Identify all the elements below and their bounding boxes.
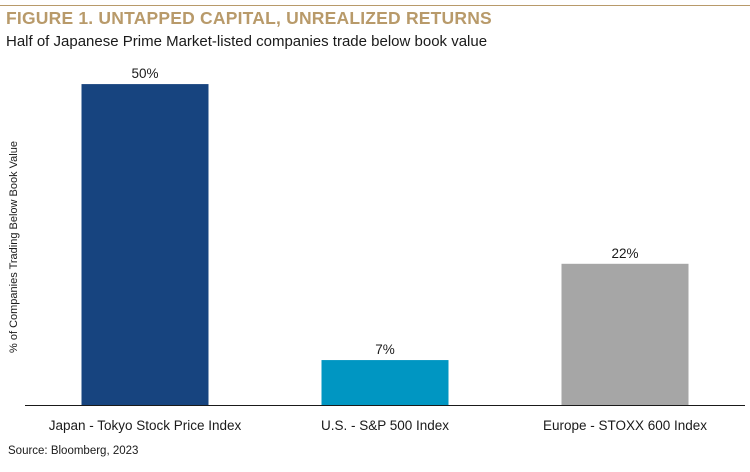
value-label-3: 22% <box>611 246 638 261</box>
category-label-1: Japan - Tokyo Stock Price Index <box>49 418 242 433</box>
value-label-1: 50% <box>131 66 158 81</box>
chart-title: FIGURE 1. UNTAPPED CAPITAL, UNREALIZED R… <box>6 8 492 28</box>
bar-1 <box>81 84 209 405</box>
category-label-2: U.S. - S&P 500 Index <box>321 418 449 433</box>
bars-group <box>81 84 689 405</box>
category-label-3: Europe - STOXX 600 Index <box>543 418 707 433</box>
value-labels-group: 50% 7% 22% <box>131 66 638 357</box>
title-rule <box>0 5 750 6</box>
category-labels-group: Japan - Tokyo Stock Price Index U.S. - S&… <box>49 418 708 433</box>
chart-subtitle: Half of Japanese Prime Market-listed com… <box>6 33 488 50</box>
bar-2 <box>321 360 449 405</box>
value-label-2: 7% <box>375 342 395 357</box>
bar-3 <box>561 263 689 405</box>
source-note: Source: Bloomberg, 2023 <box>8 445 139 457</box>
